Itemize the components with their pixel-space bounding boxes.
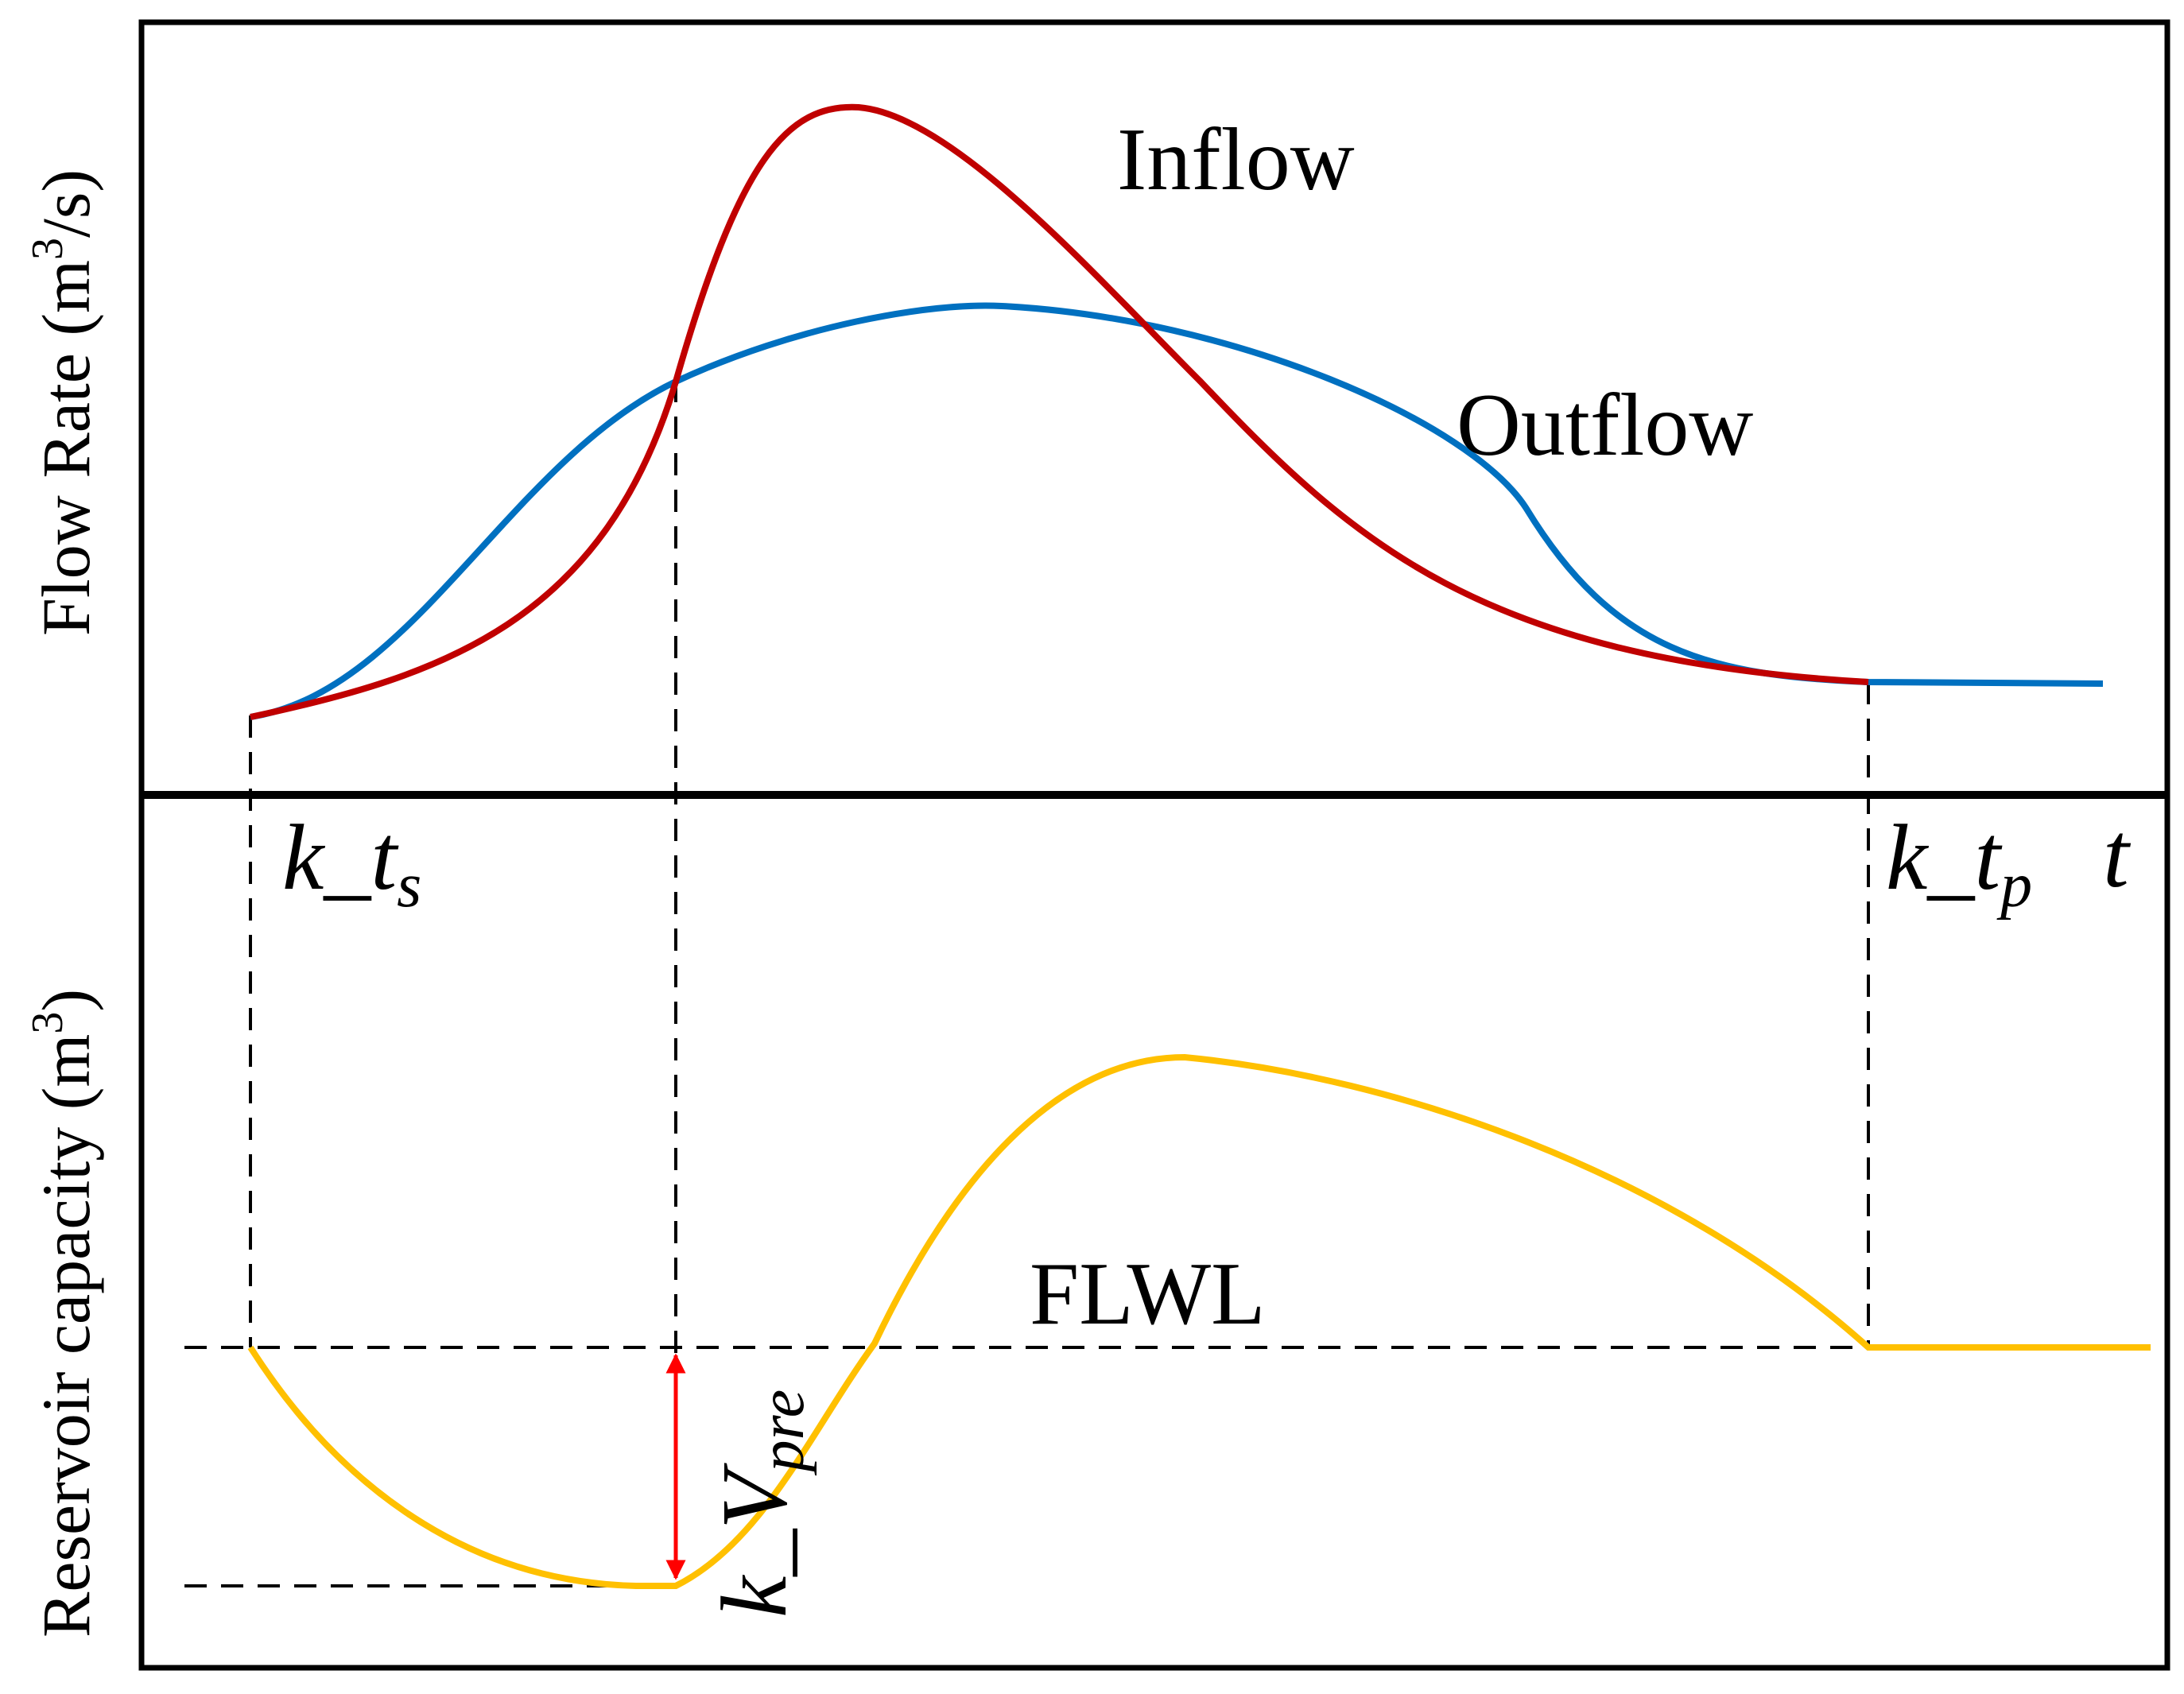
ts-subscript: s xyxy=(397,851,421,921)
flwl-label: FLWL xyxy=(1030,1245,1266,1343)
lower-y-axis-title: Reservoir capacity (m3) xyxy=(23,989,104,1638)
upper-y-axis-sup: 3 xyxy=(23,238,72,260)
outflow-label: Outflow xyxy=(1457,376,1753,475)
lower-y-axis-tail: ) xyxy=(28,989,104,1012)
ts-label: k_ts xyxy=(282,805,421,921)
inflow-curve xyxy=(250,103,1869,720)
tp-label: k_tp xyxy=(1886,805,2032,921)
tp-subscript: p xyxy=(1996,851,2032,921)
figure-frame xyxy=(138,19,2170,1671)
outflow-curve xyxy=(250,302,2104,720)
inflow-label: Inflow xyxy=(1117,110,1355,209)
capacity-curve xyxy=(247,1053,2151,1589)
time-axis-label: t xyxy=(2103,803,2132,907)
vpre-subscript: pre xyxy=(747,1390,817,1476)
lower-y-axis-sup: 3 xyxy=(23,1012,72,1034)
vpre-label: k_Vpre xyxy=(702,1390,817,1618)
upper-y-axis-tail: /s) xyxy=(28,169,104,238)
upper-y-axis-title: Flow Rate (m3/s) xyxy=(23,169,104,636)
